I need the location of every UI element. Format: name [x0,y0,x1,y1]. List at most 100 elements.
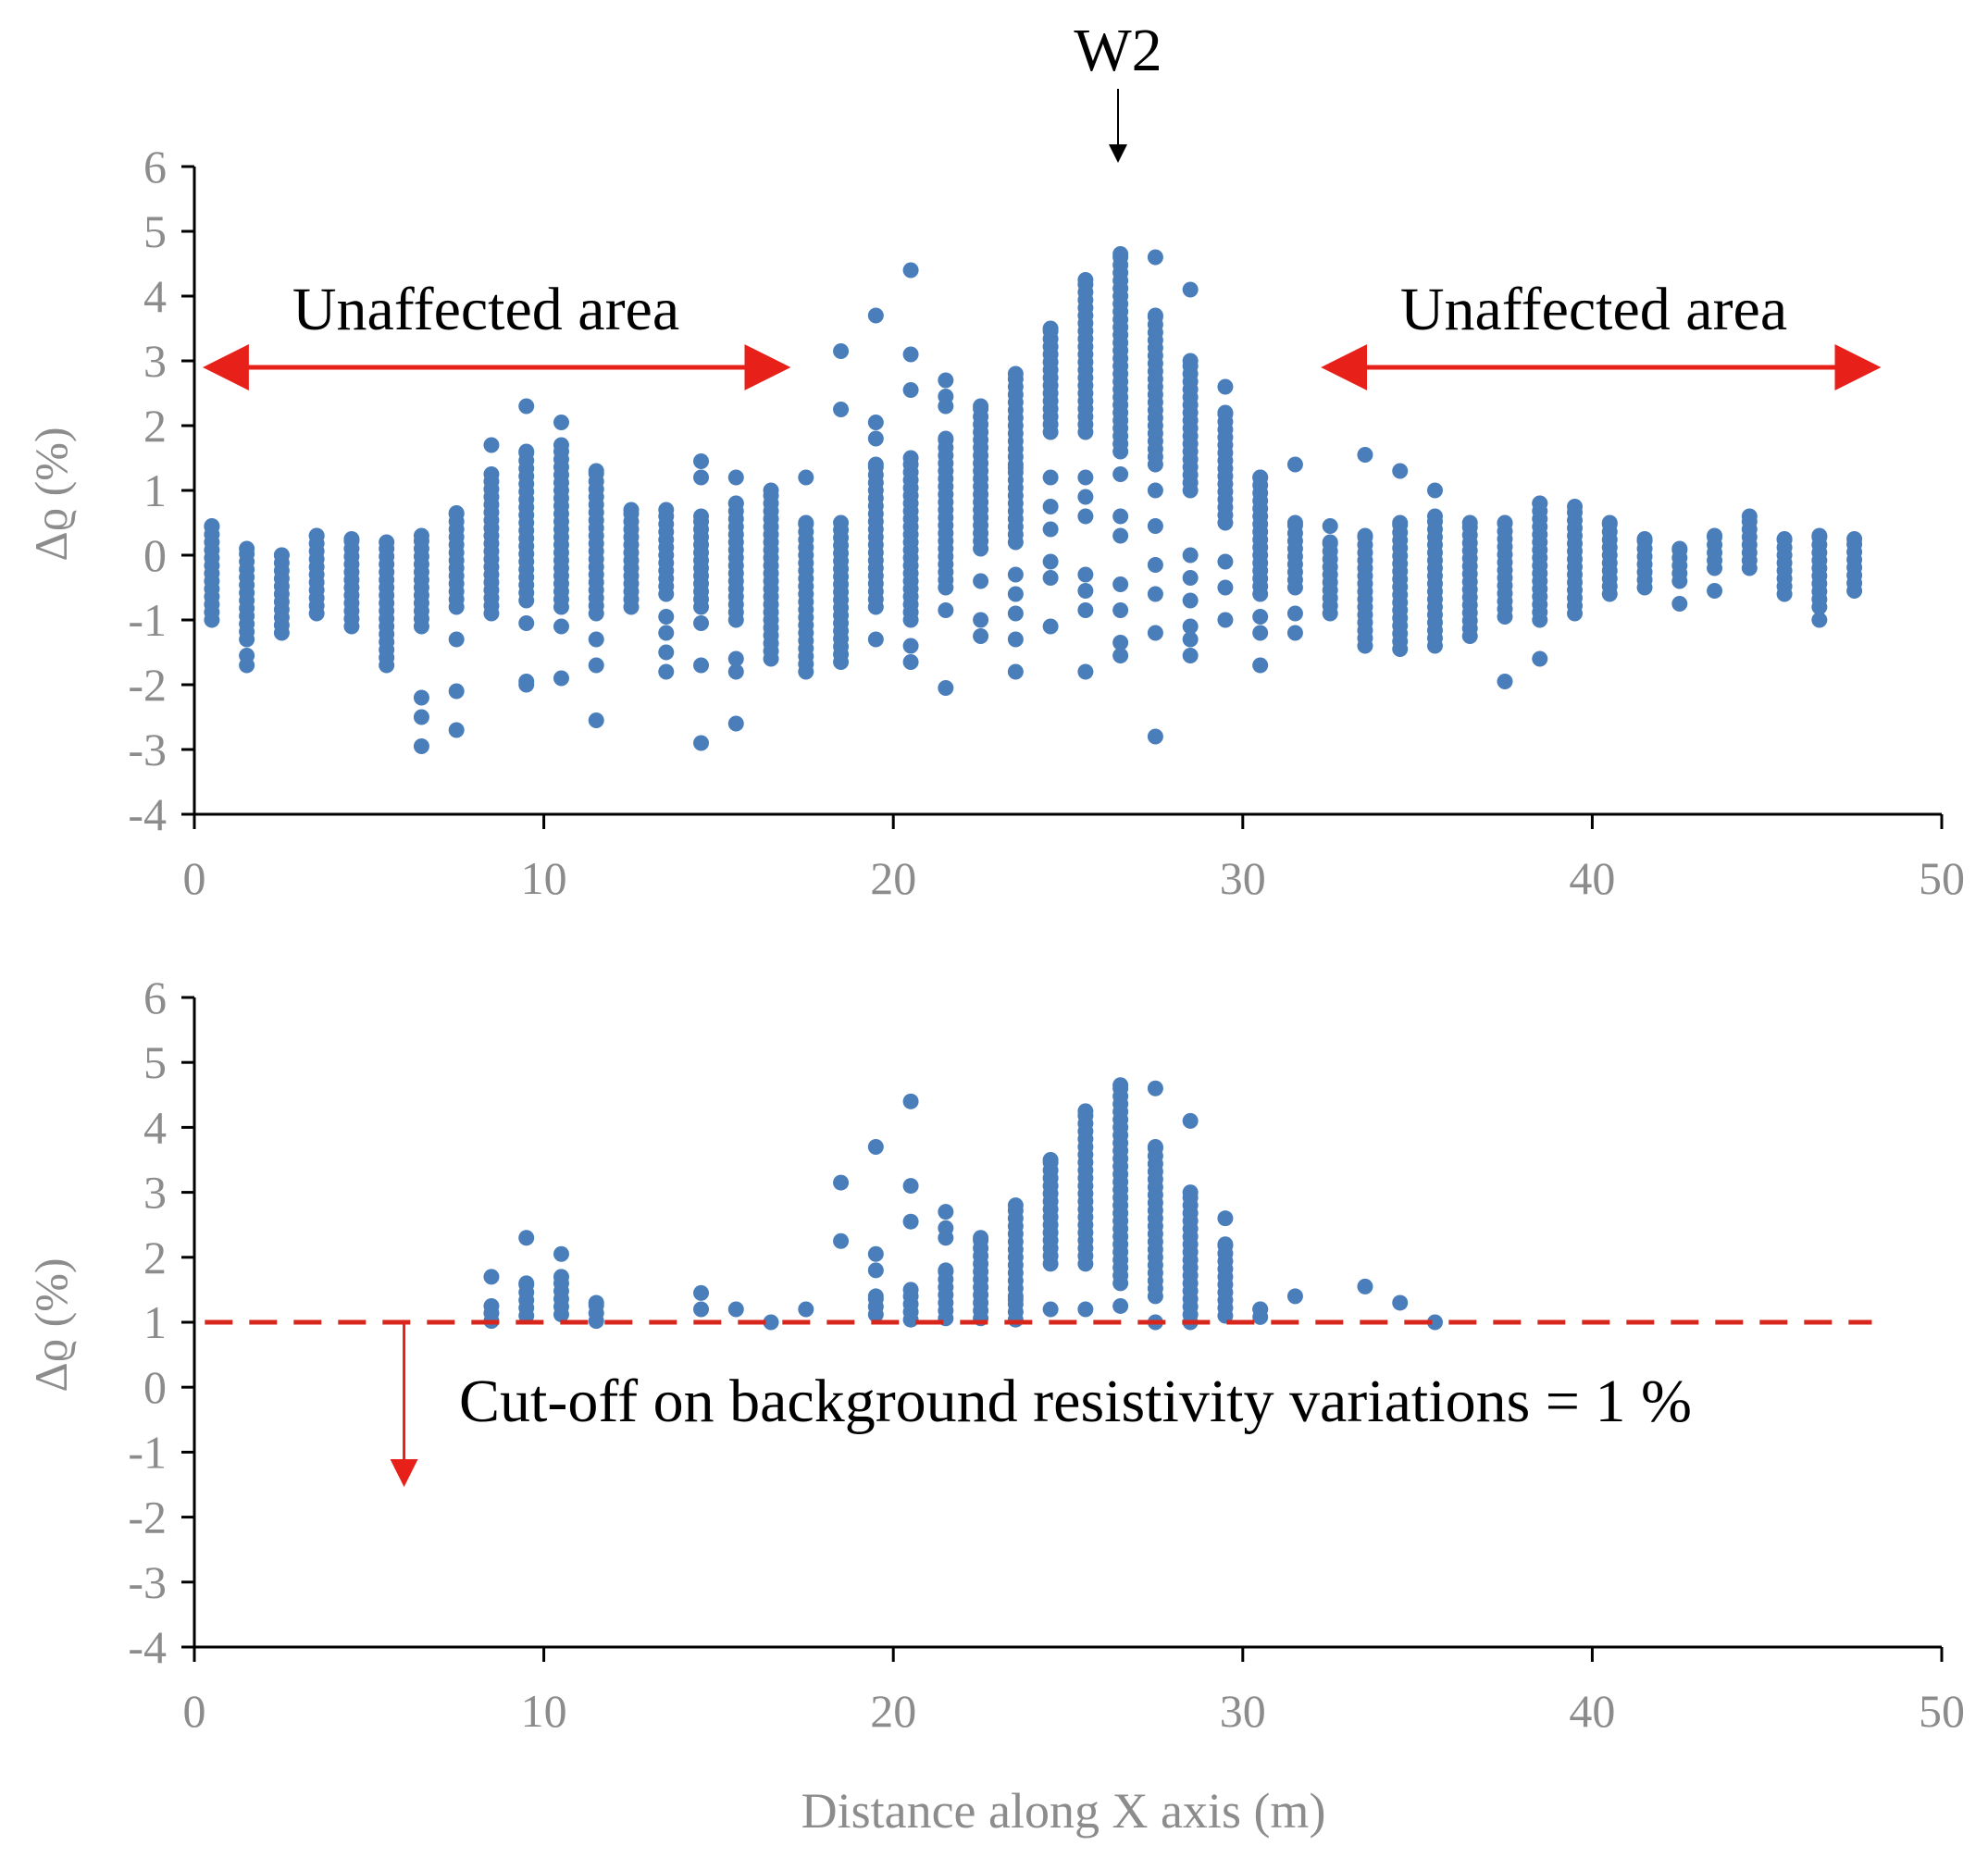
data-point [693,615,710,631]
data-point [1182,618,1199,635]
top-y-tick-label: 2 [143,400,167,452]
top-x-tick-label: 20 [870,852,916,904]
top-x-tick-label: 0 [183,852,206,904]
data-point [1252,657,1269,674]
data-point [658,644,675,661]
data-point [833,343,850,359]
data-point [798,469,814,486]
top-y-tick-label: 6 [143,141,167,192]
data-point [1112,246,1129,262]
data-point [1077,663,1094,680]
w2-label: W2 [1074,17,1162,84]
data-point [938,398,954,415]
data-point [938,680,954,696]
data-point [833,1232,850,1249]
data-point [867,1138,884,1155]
data-point [239,540,255,557]
bottom-y-axis-label: Δϱ (%) [25,1257,77,1392]
bottom-x-tick-label: 10 [521,1685,567,1737]
data-point [1147,1080,1163,1096]
data-point [938,430,954,447]
data-point [867,1262,884,1279]
data-point [833,514,850,531]
data-point [1182,1112,1199,1129]
data-point [1007,365,1024,382]
data-point [588,463,604,479]
data-point [518,398,535,415]
data-point [938,1262,954,1279]
data-point [902,262,919,279]
data-point [1182,281,1199,298]
data-point [1217,553,1234,570]
data-point [658,502,675,518]
bottom-y-tick-label: 5 [143,1036,167,1088]
data-point [1182,570,1199,586]
data-point [448,683,465,700]
data-point [1112,576,1129,592]
data-point [1671,540,1688,557]
top-y-tick-label: -3 [128,724,167,775]
data-point [1532,650,1548,667]
data-point [1007,586,1024,602]
data-point [1182,547,1199,564]
data-point [1042,553,1059,570]
data-point [693,453,710,469]
data-point [902,1213,919,1230]
top-x-tick-label: 50 [1919,852,1965,904]
data-point [483,1297,500,1314]
data-point [1007,566,1024,583]
data-point [588,631,604,648]
data-point [902,450,919,466]
data-point [483,1269,500,1285]
data-point [379,534,395,551]
bottom-y-tick-label: -1 [128,1426,167,1478]
data-point [1776,531,1793,547]
data-point [693,508,710,525]
data-point [1252,609,1269,625]
bottom-y-tick-label: 6 [143,972,167,1023]
data-point [1147,249,1163,266]
data-point [1252,1301,1269,1318]
data-point [693,1284,710,1301]
data-point [1182,353,1199,369]
data-point [727,650,744,667]
data-point [1217,1210,1234,1227]
data-point [902,382,919,398]
data-point [448,631,465,648]
bottom-y-tick-label: -4 [128,1621,167,1673]
data-point [483,437,500,453]
data-point [1042,1152,1059,1168]
data-point [763,1314,779,1331]
top-y-tick-label: 5 [143,205,167,257]
data-point [1147,518,1163,534]
bottom-x-tick-label: 30 [1220,1685,1266,1737]
data-point [588,712,604,728]
data-point [1636,531,1653,547]
data-point [518,676,535,693]
top-y-tick-label: -1 [128,594,167,646]
data-point [902,1178,919,1195]
top-y-axis-label: Δϱ (%) [25,427,77,561]
data-point [1077,469,1094,486]
top-y-tick-label: 0 [143,529,167,581]
data-point [588,657,604,674]
data-point [727,1301,744,1318]
data-point [902,1282,919,1298]
top-y-tick-label: 3 [143,335,167,387]
top-x-tick-label: 30 [1220,852,1266,904]
data-point [1077,1103,1094,1120]
data-point [1007,663,1024,680]
data-point [1217,612,1234,628]
data-point [1077,583,1094,599]
data-point [553,1245,569,1262]
data-point [973,1230,989,1246]
data-point [1077,489,1094,505]
data-point [239,657,255,674]
data-point [1112,1297,1129,1314]
data-point [1112,1077,1129,1094]
bottom-y-tick-label: 3 [143,1167,167,1219]
right-unaffected-label: Unaffected area [1400,276,1787,343]
data-point [867,307,884,324]
data-point [273,547,290,564]
